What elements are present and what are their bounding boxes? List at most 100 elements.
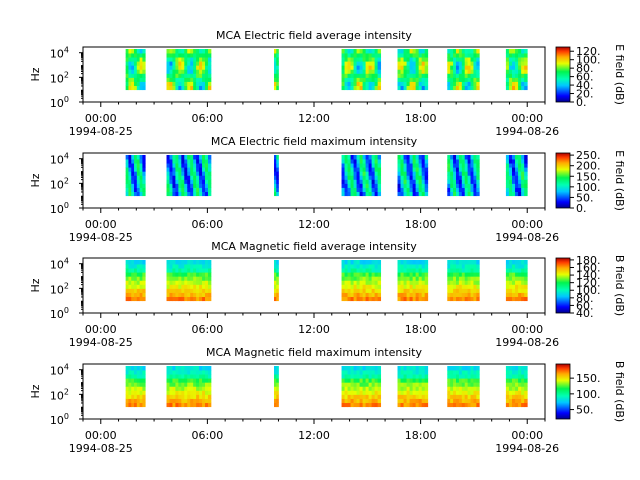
heatmap-cell [175,374,179,379]
heatmap-cell [175,398,179,404]
heatmap-cell [134,370,138,375]
heatmap-cell [202,374,206,379]
heatmap-cell [464,398,469,404]
heatmap-cell [202,280,206,285]
heatmap-cell [199,264,203,269]
heatmap-cell [344,167,348,172]
heatmap-cell [207,187,212,193]
heatmap-cell [276,191,279,197]
heatmap-cell [521,73,525,78]
heatmap-cell [371,284,376,289]
heatmap-cell [172,260,176,265]
heatmap-cell [377,276,382,281]
heatmap-cell [347,175,351,180]
heatmap-cell [356,378,360,383]
heatmap-cell [403,276,407,281]
heatmap-cell [125,163,129,168]
heatmap-cell [374,268,379,273]
heatmap-cell [521,386,525,391]
heatmap-cell [521,179,525,184]
heatmap-cell [464,394,469,399]
heatmap-cell [453,296,457,302]
heatmap-cell [377,296,382,302]
heatmap-cell [512,378,516,383]
heatmap-cell [193,398,197,404]
heatmap-cell [199,61,203,66]
heatmap-cell [347,163,351,168]
heatmap-cell [512,382,516,387]
heatmap-cell [403,171,407,176]
heatmap-cell [447,374,451,379]
heatmap-cell [353,61,357,66]
heatmap-cell [518,155,522,160]
heatmap-cell [447,402,451,408]
heatmap-cell [461,402,466,408]
heatmap-cell [169,382,173,387]
heatmap-cell [128,366,132,371]
heatmap-cell [139,264,143,269]
heatmap-cell [518,85,522,91]
heatmap-cell [476,77,480,82]
heatmap-cell [274,49,277,54]
heatmap-cell [368,366,373,371]
heatmap-cell [403,191,407,197]
heatmap-cell [350,390,354,395]
heatmap-cell [356,292,360,298]
heatmap-cell [139,61,143,66]
heatmap-cell [169,49,173,54]
heatmap-cell [473,77,477,82]
heatmap-cell [205,296,209,302]
heatmap-cell [371,65,376,70]
heatmap-cell [458,292,463,298]
heatmap-cell [368,191,373,197]
heatmap-cell [368,73,373,78]
heatmap-cell [205,159,209,164]
heatmap-cell [350,268,354,273]
heatmap-cell [347,296,351,302]
heatmap-cell [139,276,143,281]
heatmap-cell [521,191,525,197]
heatmap-cell [455,81,460,87]
heatmap-cell [166,402,170,408]
heatmap-cell [356,163,360,168]
heatmap-cell [461,394,466,399]
heatmap-cell [518,73,522,78]
x-tick-label: 00:00 [511,218,543,231]
heatmap-cell [524,366,528,371]
heatmap-cell [371,53,376,58]
colorbar-tick-label: 50. [576,404,594,417]
heatmap-cell [172,167,176,172]
heatmap-cell [365,288,370,293]
heatmap-cell [515,398,519,404]
heatmap-cell [125,292,129,298]
heatmap-cell [125,398,129,404]
heatmap-cell [193,53,197,58]
heatmap-cell [458,69,463,74]
heatmap-cell [181,171,185,176]
heatmap-cell [184,382,188,387]
heatmap-cell [421,382,426,387]
heatmap-cell [193,61,197,66]
heatmap-cell [207,81,212,87]
heatmap-cell [207,394,212,399]
heatmap-cell [377,378,382,383]
heatmap-cell [409,276,414,281]
heatmap-cell [190,284,194,289]
heatmap-cell [368,69,373,74]
heatmap-cell [196,398,200,404]
heatmap-cell [353,159,357,164]
x-tick-label: 06:00 [192,323,224,336]
heatmap-cell [455,382,460,387]
x-date-label: 1994-08-26 [495,231,559,244]
heatmap-cell [362,272,366,277]
heatmap-cell [350,296,354,302]
heatmap-cell [175,159,179,164]
heatmap-cell [207,191,212,197]
heatmap-cell [450,394,454,399]
heatmap-cell [400,386,404,391]
heatmap-cell [418,296,423,302]
heatmap-cell [476,398,480,404]
heatmap-cell [350,264,354,269]
heatmap-cell [125,175,129,180]
heatmap-cell [178,284,182,289]
